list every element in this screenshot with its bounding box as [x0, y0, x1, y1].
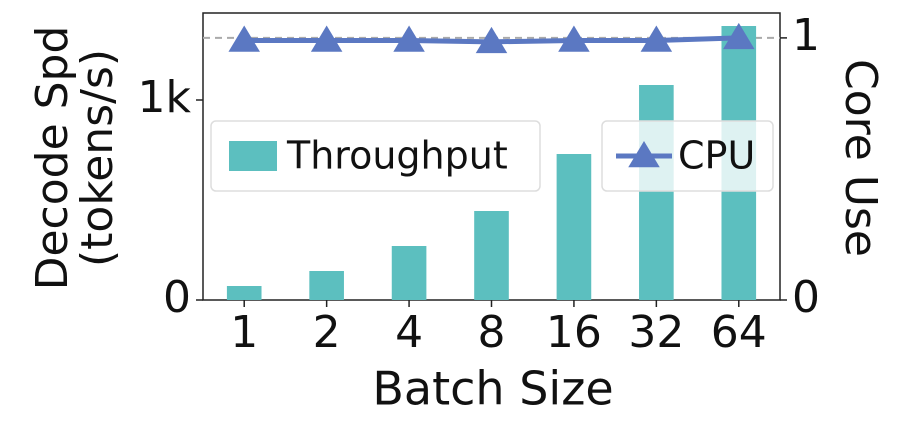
- bar: [391, 246, 427, 300]
- legend-marker: [628, 141, 660, 168]
- marker: [558, 25, 590, 52]
- bar: [226, 286, 262, 300]
- y2-tick-label: 0: [792, 272, 820, 323]
- legend-label: Throughput: [286, 134, 508, 178]
- legend-box: [601, 120, 774, 192]
- bar: [474, 211, 509, 300]
- marker: [640, 25, 673, 52]
- x-tick-label: 8: [478, 307, 506, 358]
- x-axis-label: Batch Size: [372, 362, 613, 416]
- y2-tick-label: 1: [792, 10, 820, 61]
- x-tick-label: 64: [711, 307, 767, 358]
- marker: [310, 25, 343, 52]
- y-axis-label: Decode Spd: [27, 26, 78, 291]
- x-tick-label: 16: [546, 307, 602, 358]
- x-tick-label: 32: [628, 307, 684, 358]
- marker: [723, 22, 755, 50]
- marker: [475, 26, 508, 54]
- y-tick-label: 1k: [138, 72, 192, 123]
- legend-box: [210, 120, 541, 192]
- y-axis-label: (tokens/s): [72, 49, 123, 267]
- marker: [228, 25, 260, 52]
- x-tick-label: 2: [313, 307, 341, 358]
- y2-axis-label: Core Use: [835, 59, 886, 257]
- x-tick-label: 1: [230, 307, 258, 358]
- legend-label: CPU: [678, 134, 755, 178]
- marker: [393, 25, 425, 52]
- legend-swatch: [229, 141, 277, 171]
- bar: [309, 271, 344, 300]
- bar: [639, 85, 674, 300]
- y-tick-label: 0: [163, 272, 191, 323]
- bar: [556, 154, 592, 300]
- x-tick-label: 4: [395, 307, 423, 358]
